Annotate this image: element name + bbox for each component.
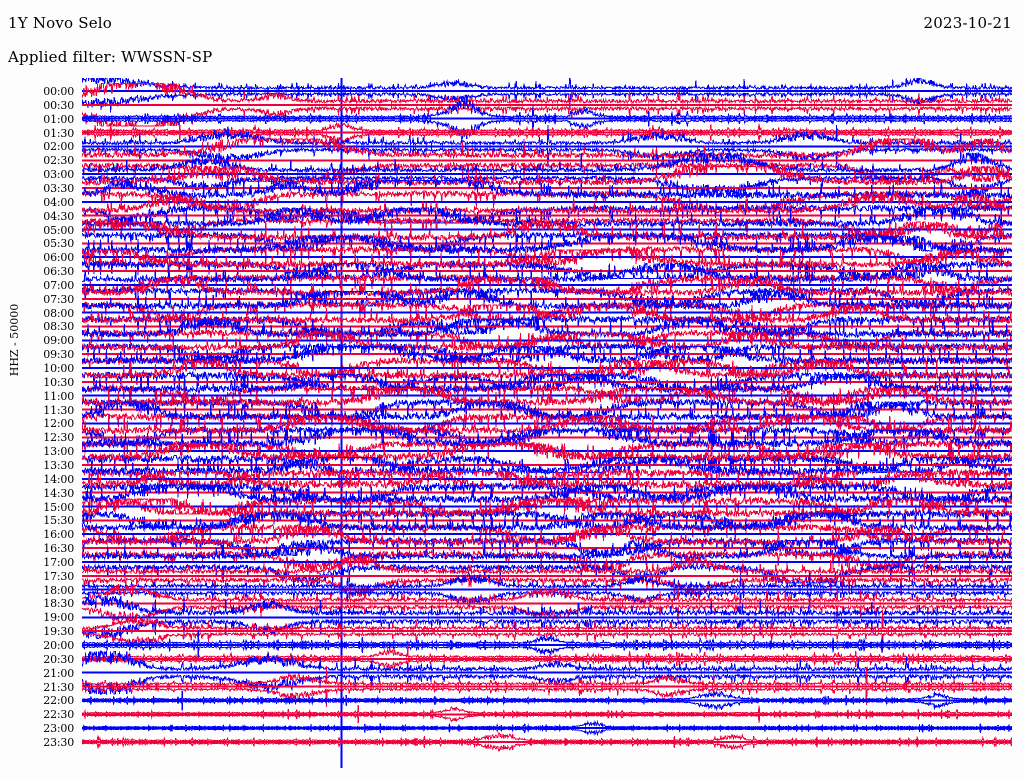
applied-filter-label: Applied filter: WWSSN-SP: [8, 48, 213, 66]
seismic-trace: [82, 247, 1012, 295]
time-label: 19:30: [43, 625, 74, 639]
time-label: 04:00: [43, 195, 74, 209]
time-label: 12:00: [43, 417, 74, 431]
time-label: 01:30: [43, 126, 74, 140]
time-axis: 00:00 00:30 01:00 01:30 02:00 02:30 03:00 03:30…: [0, 78, 80, 768]
time-label: 10:30: [43, 375, 74, 389]
seismogram-plot: 00:00 00:30 01:00 01:30 02:00 02:30 03:00 03:30…: [0, 78, 1024, 768]
time-label: 06:30: [43, 265, 74, 279]
record-date: 2023-10-21: [923, 14, 1012, 32]
seismic-trace: [82, 554, 1012, 598]
time-label: 12:30: [43, 431, 74, 445]
time-label: 09:30: [43, 348, 74, 362]
time-label: 05:30: [43, 237, 74, 251]
station-title: 1Y Novo Selo: [8, 14, 113, 32]
time-label: 17:30: [43, 569, 74, 583]
time-label: 04:30: [43, 209, 74, 223]
time-label: 19:00: [43, 611, 74, 625]
time-label: 11:00: [43, 389, 74, 403]
seismic-trace: [82, 359, 1012, 405]
time-label: 02:00: [43, 140, 74, 154]
seismic-trace: [82, 629, 1012, 661]
time-label: 02:30: [43, 154, 74, 168]
time-label: 03:00: [43, 168, 74, 182]
seismic-trace: [82, 644, 1012, 674]
time-label: 20:30: [43, 652, 74, 666]
time-label: 16:30: [43, 542, 74, 556]
time-label: 17:00: [43, 555, 74, 569]
time-label: 16:00: [43, 528, 74, 542]
trace-canvas: [82, 78, 1012, 768]
time-label: 00:30: [43, 98, 74, 112]
seismic-trace: [82, 524, 1012, 572]
time-label: 01:00: [43, 112, 74, 126]
seismic-trace: [82, 261, 1012, 308]
time-label: 13:30: [43, 458, 74, 472]
seismic-trace: [82, 538, 1012, 585]
time-label: 08:00: [43, 306, 74, 320]
seismic-trace: [82, 317, 1012, 364]
seismic-trace: [82, 719, 1012, 737]
time-label: 23:30: [43, 735, 74, 749]
seismic-trace: [82, 82, 1012, 127]
seismic-trace: [82, 689, 1012, 712]
time-label: 00:00: [43, 85, 74, 98]
time-label: 15:30: [43, 514, 74, 528]
time-label: 23:00: [43, 722, 74, 736]
seismic-trace: [82, 95, 1012, 142]
time-label: 21:30: [43, 680, 74, 694]
time-label: 08:30: [43, 320, 74, 334]
time-label: 22:00: [43, 694, 74, 708]
time-label: 05:00: [43, 223, 74, 237]
time-label: 10:00: [43, 362, 74, 375]
time-label: 14:30: [43, 486, 74, 500]
time-label: 18:00: [43, 583, 74, 597]
time-label: 13:00: [43, 445, 74, 459]
seismic-trace: [82, 78, 1012, 113]
time-label: 07:30: [43, 292, 74, 306]
time-label: 15:00: [43, 500, 74, 514]
seismic-trace: [82, 595, 1012, 640]
seismic-trace: [82, 610, 1012, 653]
seismic-trace: [82, 731, 1012, 753]
time-label: 09:00: [43, 334, 74, 348]
time-label: 20:00: [43, 639, 74, 652]
time-label: 07:00: [43, 278, 74, 292]
time-label: 11:30: [43, 403, 74, 417]
time-label: 22:30: [43, 708, 74, 722]
time-label: 18:30: [43, 597, 74, 611]
seismic-trace: [82, 192, 1012, 239]
seismic-trace: [82, 705, 1012, 724]
time-label: 06:00: [43, 251, 74, 265]
seismic-trace: [82, 344, 1012, 392]
time-label: 21:00: [43, 666, 74, 680]
time-label: 03:30: [43, 181, 74, 195]
seismic-trace: [82, 666, 1012, 707]
time-label: 14:00: [43, 472, 74, 486]
